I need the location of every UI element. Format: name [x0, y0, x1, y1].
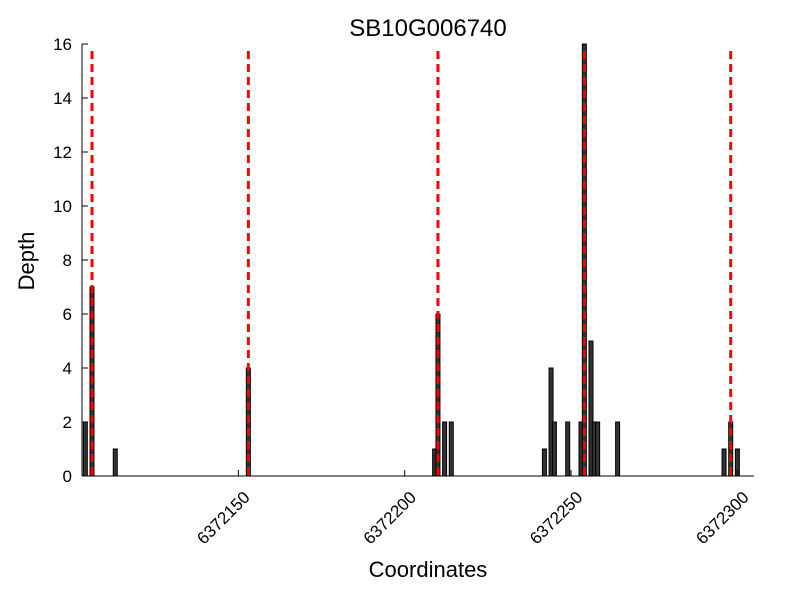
axes-layer: 0 2 4 6 8 10 12 14 16 6372150 6372200 6372250 637230… — [53, 35, 754, 548]
y-tick-label-2: 2 — [63, 413, 72, 432]
bar-6372249 — [565, 421, 571, 477]
x-tick-label-6372250: 6372250 — [526, 488, 586, 548]
y-tick-label-4: 4 — [63, 359, 72, 378]
y-axis-title: Depth — [14, 232, 39, 291]
y-tick-label-14: 14 — [53, 89, 72, 108]
chart-title: SB10G006740 — [349, 15, 506, 42]
y-tick-label-0: 0 — [63, 467, 72, 486]
bar-6372104 — [82, 421, 88, 477]
bar-6372296 — [721, 448, 727, 477]
bar-6372258 — [595, 421, 601, 477]
bar-6372264 — [615, 421, 621, 477]
bar-6372242 — [541, 448, 547, 477]
y-tick-label-12: 12 — [53, 143, 72, 162]
bar-6372214 — [448, 421, 454, 477]
y-tick-label-10: 10 — [53, 197, 72, 216]
x-tick-label-6372150: 6372150 — [193, 488, 253, 548]
bar-6372113 — [112, 448, 118, 477]
x-axis-title: Coordinates — [369, 557, 488, 582]
x-tick-label-6372200: 6372200 — [360, 488, 420, 548]
y-tick-label-16: 16 — [53, 35, 72, 54]
y-tick-label-6: 6 — [63, 305, 72, 324]
y-tick-label-8: 8 — [63, 251, 72, 270]
bars-layer — [82, 43, 740, 477]
markers-layer — [90, 51, 733, 476]
x-tick-label-6372300: 6372300 — [692, 488, 752, 548]
bar-6372212 — [442, 421, 448, 477]
bar-6372245 — [551, 421, 557, 477]
